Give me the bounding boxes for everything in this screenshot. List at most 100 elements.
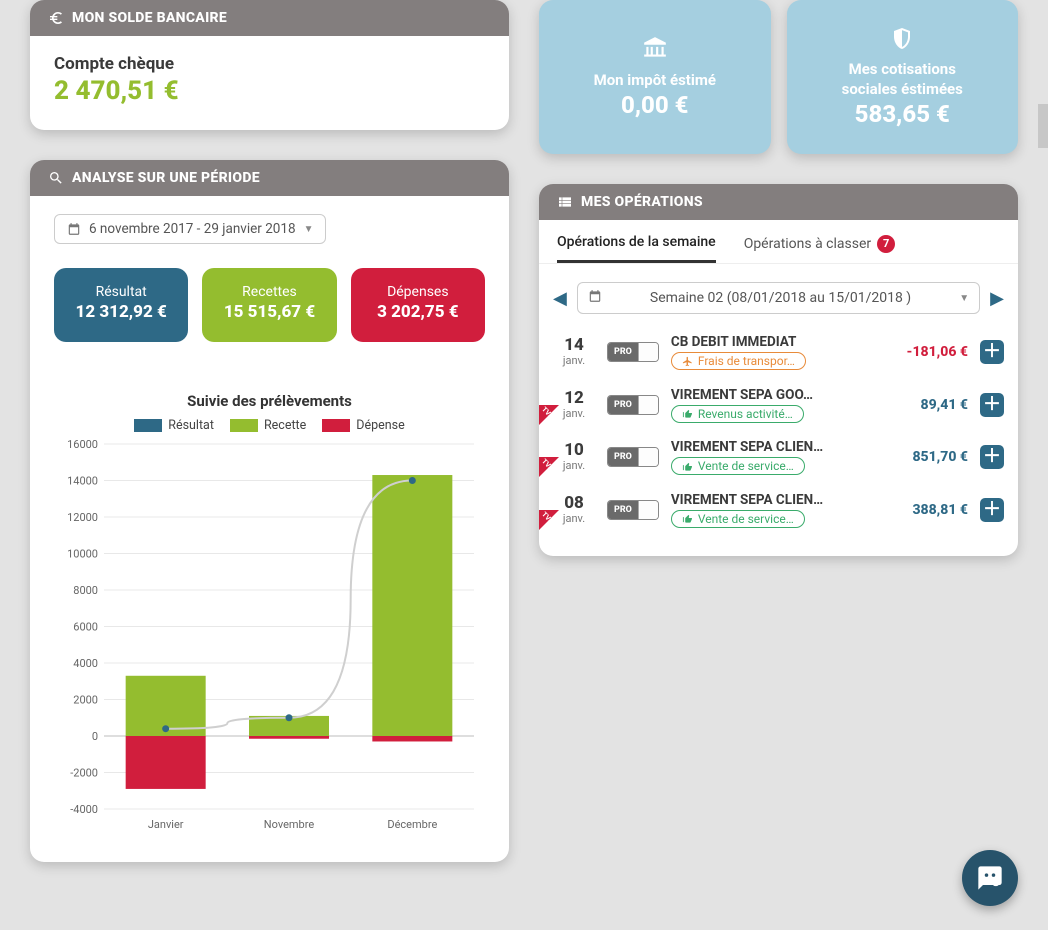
operation-amount: 89,41 € [921,397,968,413]
stat-résultat[interactable]: Résultat 12 312,92 € [54,268,188,342]
thumbs-icon [682,513,693,524]
operation-date: 12janv. [553,390,595,420]
legend-item: Résultat [134,418,214,433]
calendar-icon [67,222,81,236]
date-range-text: 6 novembre 2017 - 29 janvier 2018 [89,221,296,237]
operations-card-title: MES OPÉRATIONS [581,194,703,210]
operation-tag[interactable]: Vente de service… [671,510,805,528]
add-button[interactable]: ＋ [980,445,1004,469]
svg-text:8000: 8000 [73,584,98,597]
stat-label: Résultat [58,284,184,300]
svg-text:10000: 10000 [67,548,98,561]
operation-tag[interactable]: Revenus activité… [671,405,804,423]
tax-pill-label: Mon impôt éstimé [594,71,716,89]
svg-text:4000: 4000 [73,657,98,670]
search-icon [48,170,64,186]
legend-item: Dépense [322,418,404,433]
bank-icon [642,35,668,67]
week-selector[interactable]: Semaine 02 (08/01/2018 au 15/01/2018 ) ▼ [577,282,980,314]
stat-label: Dépenses [355,284,481,300]
operation-tag[interactable]: Vente de service… [671,457,805,475]
operation-row[interactable]: TVA 08janv. PRO VIREMENT SEPA CLIEN… Ven… [553,484,1004,537]
stat-recettes[interactable]: Recettes 15 515,67 € [202,268,336,342]
add-button[interactable]: ＋ [980,340,1004,364]
svg-text:Janvier: Janvier [148,818,184,831]
caret-down-icon: ▼ [304,224,314,235]
svg-text:-4000: -4000 [70,803,98,816]
pro-toggle[interactable]: PRO [607,342,659,362]
operation-row[interactable]: 14janv. PRO CB DEBIT IMMEDIAT Frais de t… [553,326,1004,379]
operation-title: VIREMENT SEPA GOO… [671,387,909,403]
svg-text:16000: 16000 [67,439,98,451]
balance-card-header: MON SOLDE BANCAIRE [30,0,509,36]
svg-text:Novembre: Novembre [264,818,315,831]
svg-text:-2000: -2000 [70,767,98,780]
social-pill[interactable]: Mes cotisations sociales éstimées 583,65… [787,0,1019,154]
thumbs-icon [682,461,693,472]
operation-date: 14janv. [553,337,595,367]
operation-title: CB DEBIT IMMEDIAT [671,334,895,350]
legend-swatch [134,419,162,432]
chat-icon [976,864,1004,892]
operations-card: MES OPÉRATIONS Opérations de la semaine … [539,184,1018,556]
stat-value: 15 515,67 € [206,302,332,322]
social-pill-value: 583,65 € [855,100,950,128]
operation-tag-text: Vente de service… [698,459,794,473]
operation-tag-text: Revenus activité… [698,407,793,421]
legend-swatch [322,419,350,432]
chat-fab[interactable] [962,850,1018,906]
operation-date: 10janv. [553,442,595,472]
operation-date: 08janv. [553,495,595,525]
caret-down-icon: ▼ [959,293,969,304]
operation-amount: 851,70 € [912,449,968,465]
svg-text:Décembre: Décembre [387,818,437,831]
operation-title: VIREMENT SEPA CLIEN… [671,439,901,455]
tax-pill[interactable]: Mon impôt éstimé 0,00 € [539,0,771,154]
social-pill-label-2: sociales éstimées [842,80,963,98]
plane-icon [682,356,693,367]
pro-toggle[interactable]: PRO [607,395,659,415]
stat-dépenses[interactable]: Dépenses 3 202,75 € [351,268,485,342]
account-label: Compte chèque [54,54,485,74]
legend-label: Résultat [168,418,214,433]
operation-row[interactable]: TVA 10janv. PRO VIREMENT SEPA CLIEN… Ven… [553,431,1004,484]
week-label: Semaine 02 (08/01/2018 au 15/01/2018 ) [612,290,949,306]
legend-label: Recette [264,418,306,433]
calendar-icon [588,289,602,307]
shield-icon [890,26,914,56]
list-icon [557,194,573,210]
analysis-card-header: ANALYSE SUR UNE PÉRIODE [30,160,509,196]
add-button[interactable]: ＋ [980,498,1004,522]
stat-label: Recettes [206,284,332,300]
operation-row[interactable]: TVA 12janv. PRO VIREMENT SEPA GOO… Reven… [553,379,1004,432]
add-button[interactable]: ＋ [980,393,1004,417]
euro-icon [48,10,64,26]
chart-title: Suivie des prélèvements [54,392,485,410]
date-range-picker[interactable]: 6 novembre 2017 - 29 janvier 2018 ▼ [54,214,326,244]
legend-swatch [230,419,258,432]
tab-to-classify[interactable]: Opérations à classer 7 [744,234,895,263]
operation-title: VIREMENT SEPA CLIEN… [671,492,901,508]
tab-badge: 7 [877,235,895,253]
legend-label: Dépense [356,418,404,433]
stat-value: 12 312,92 € [58,302,184,322]
operation-amount: -181,06 € [907,344,968,360]
stat-value: 3 202,75 € [355,302,481,322]
svg-text:14000: 14000 [67,475,98,488]
analysis-card-title: ANALYSE SUR UNE PÉRIODE [72,170,260,186]
week-prev-button[interactable]: ◀ [553,288,567,309]
scrollbar-thumb[interactable] [1038,104,1048,148]
tab-week-operations[interactable]: Opérations de la semaine [557,234,716,263]
svg-text:12000: 12000 [67,511,98,524]
svg-text:0: 0 [92,730,98,743]
bar-line-chart: -4000-2000020004000600080001000012000140… [54,439,484,834]
pro-toggle[interactable]: PRO [607,447,659,467]
svg-text:6000: 6000 [73,621,98,634]
week-next-button[interactable]: ▶ [990,288,1004,309]
operation-tag[interactable]: Frais de transpor… [671,352,806,370]
social-pill-label-1: Mes cotisations [849,60,956,78]
pro-toggle[interactable]: PRO [607,500,659,520]
account-balance: 2 470,51 € [54,76,485,106]
operations-card-header: MES OPÉRATIONS [539,184,1018,220]
balance-card: MON SOLDE BANCAIRE Compte chèque 2 470,5… [30,0,509,130]
